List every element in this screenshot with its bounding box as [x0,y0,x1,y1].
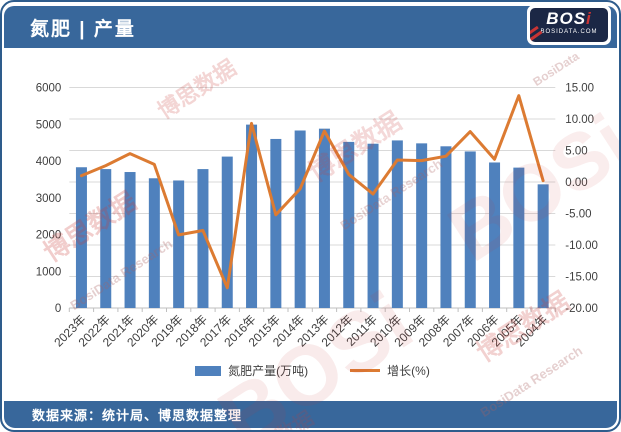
bosi-logo-text: BOSi [546,9,592,28]
bosi-logo-inner: BOSi BOSIDATA.COM [530,8,608,42]
bar-2008年 [440,146,452,308]
bar-2020年 [148,178,160,308]
bar-2006年 [489,162,501,308]
bar-2015年 [270,138,282,308]
chart-area: 15.00 10.00 5.00 0.00 -5.00 -10.00 -15.00 -20.0… [2,48,619,407]
legend-item-production: 氮肥产量(万吨) [195,362,308,379]
left-axis-tick-label: 1000 [36,266,62,278]
bar-2023年 [75,167,87,308]
bar-2021年 [124,172,136,308]
bar-2009年 [416,143,428,308]
bar-2005年 [513,167,525,308]
bar-2013年 [318,128,330,308]
left-axis-tick-label: 0 [55,303,61,315]
bar-2007年 [464,151,476,308]
chart-legend: 氮肥产量(万吨) 增长(%) [2,362,619,379]
right-axis-tick-label: 10.00 [565,114,594,126]
bar-2010年 [391,140,403,308]
right-axis-tick-label: -20.00 [565,303,598,315]
bar-2004年 [537,184,549,308]
legend-label-production: 氮肥产量(万吨) [228,364,309,378]
line-swatch-icon [350,369,381,372]
growth-line [79,94,545,290]
left-axis-tick-label: 5000 [36,119,62,131]
bar-2017年 [221,156,233,308]
left-axis-tick-label: 3000 [36,193,62,205]
bar-2011年 [367,143,379,308]
bar-swatch-icon [195,365,222,376]
page-title: 氮肥 | 产量 [30,18,136,40]
left-axis-tick-label: 2000 [36,230,62,242]
production-growth-chart: 15.00 10.00 5.00 0.00 -5.00 -10.00 -15.00 -20.0… [36,83,598,350]
left-axis-tick-label: 6000 [36,83,62,95]
bosi-logo-domain: BOSIDATA.COM [540,29,598,35]
header-band: 氮肥 | 产量 [4,6,617,48]
bar-2018年 [197,169,209,308]
bar-2022年 [100,169,112,308]
footer-band: 数据来源：统计局、博思数据整理 [4,401,617,428]
legend-item-growth: 增长(%) [350,362,430,379]
right-axis-tick-label: -5.00 [565,209,591,221]
logo-i-accent: i [586,9,592,28]
bar-2014年 [294,130,306,308]
right-axis-tick-label: -15.00 [565,272,598,284]
right-axis-tick-label: 15.00 [565,83,594,95]
legend-label-growth: 增长(%) [387,364,430,378]
data-source-note: 数据来源：统计局、博思数据整理 [32,408,243,423]
left-axis-tick-label: 4000 [36,156,62,168]
bar-2019年 [173,180,185,308]
bar-2016年 [246,124,258,309]
right-axis-tick-label: 5.00 [565,146,587,158]
bar-2012年 [343,141,355,308]
bosi-logo: BOSi BOSIDATA.COM [527,5,611,45]
right-axis-tick-label: -10.00 [565,240,598,252]
right-axis-tick-label: 0.00 [565,177,587,189]
